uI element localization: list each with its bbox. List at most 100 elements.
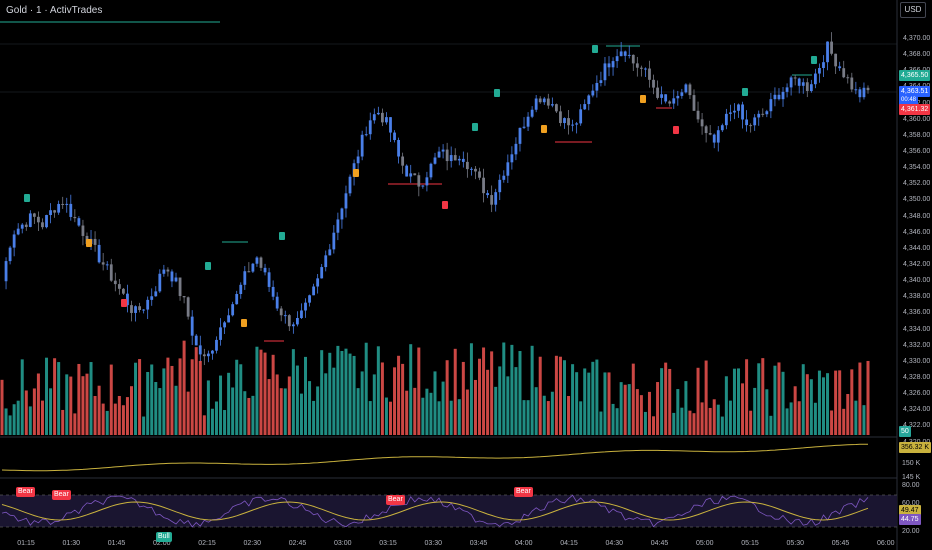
- volume-bar: [4, 408, 8, 435]
- candle-body: [77, 218, 81, 226]
- time-tick-label: 02:15: [198, 540, 216, 547]
- candle-body: [781, 91, 785, 100]
- volume-bar: [567, 395, 571, 435]
- price-tick-label: 4,324.00: [903, 406, 931, 414]
- volume-bar: [732, 368, 736, 435]
- volume-bar: [486, 369, 490, 435]
- candle-body: [255, 257, 259, 264]
- rsi-tick-80: 80.00: [902, 482, 920, 489]
- rsi-bear-label: Bear: [16, 487, 35, 497]
- candle-body: [4, 261, 8, 282]
- candle-body: [389, 117, 392, 133]
- signal-marker: [121, 299, 127, 307]
- time-tick-label: 05:15: [741, 540, 759, 547]
- candle-body: [482, 177, 485, 194]
- volume-bar: [352, 355, 356, 435]
- candle-body: [348, 176, 352, 194]
- volume-bar: [36, 373, 40, 435]
- volume-bar: [344, 348, 348, 435]
- volume-bar: [109, 364, 113, 435]
- volume-bar: [243, 391, 247, 435]
- candle-body: [559, 111, 562, 124]
- volume-bar: [190, 359, 194, 435]
- price-tick-label: 4,348.00: [903, 212, 931, 220]
- volume-bar: [85, 373, 89, 435]
- candle-body: [583, 104, 587, 110]
- volume-bar: [206, 380, 210, 435]
- volume-bar: [688, 410, 692, 435]
- volume-bar: [465, 389, 469, 435]
- candle-body: [271, 286, 275, 297]
- volume-bar: [45, 357, 49, 435]
- volume-bar: [316, 386, 320, 435]
- volume-bar: [801, 364, 805, 435]
- candle-body: [793, 77, 797, 79]
- signal-marker: [472, 123, 478, 131]
- rsi-bear-label: Bear: [514, 487, 533, 497]
- candle-body: [700, 119, 704, 127]
- candle-body: [603, 63, 607, 81]
- volume-bar: [380, 362, 384, 435]
- candle-body: [619, 51, 623, 57]
- volume-bar: [554, 355, 558, 435]
- signal-marker: [673, 126, 679, 134]
- candle-body: [453, 155, 457, 161]
- volume-bar: [453, 348, 457, 435]
- volume-ma-tick-2: 145 K: [902, 474, 921, 481]
- candle-body: [117, 284, 121, 289]
- volume-bar: [603, 372, 607, 435]
- volume-bar: [542, 395, 546, 435]
- candle-body: [332, 232, 336, 250]
- volume-bar: [558, 356, 562, 435]
- time-tick-label: 01:15: [17, 540, 35, 547]
- volume-bar: [522, 400, 526, 435]
- candle-body: [733, 110, 736, 113]
- countdown-label: 00:48: [899, 95, 919, 106]
- volume-bar: [502, 342, 506, 435]
- volume-bar: [340, 350, 344, 435]
- candle-body: [644, 68, 647, 70]
- volume-bar: [376, 346, 380, 435]
- volume-bar: [656, 382, 660, 435]
- time-tick-label: 05:45: [831, 540, 850, 547]
- candle-body: [308, 295, 311, 303]
- volume-bar: [623, 384, 627, 435]
- volume-bar: [498, 366, 502, 435]
- currency-button[interactable]: USD: [900, 2, 926, 18]
- candle-body: [41, 222, 44, 228]
- candle-body: [518, 127, 522, 144]
- candle-body: [150, 296, 154, 300]
- time-tick-label: 03:45: [469, 540, 488, 547]
- volume-bar: [219, 375, 223, 435]
- candle-body: [652, 79, 655, 88]
- volume-bar: [660, 368, 664, 435]
- volume-bar: [591, 361, 595, 435]
- candle-body: [93, 238, 97, 245]
- volume-bar: [287, 376, 291, 435]
- price-tick-label: 4,344.00: [903, 244, 931, 252]
- candle-body: [474, 168, 477, 172]
- candle-body: [457, 158, 461, 161]
- volume-bar: [295, 365, 299, 435]
- price-tick-label: 4,350.00: [903, 196, 931, 204]
- volume-bar: [158, 388, 162, 435]
- price-tick-label: 4,346.00: [903, 228, 931, 236]
- price-tick-label: 4,334.00: [903, 325, 931, 333]
- candle-body: [546, 98, 550, 106]
- candle-body: [279, 308, 283, 316]
- candle-body: [575, 123, 579, 125]
- volume-bar: [320, 350, 324, 435]
- volume-bar: [174, 385, 178, 435]
- volume-bar: [57, 362, 61, 435]
- candle-body: [190, 316, 194, 336]
- volume-bar: [461, 361, 465, 435]
- volume-bar: [647, 391, 651, 435]
- volume-bar: [737, 368, 741, 435]
- candle-body: [393, 132, 396, 141]
- candle-body: [579, 109, 583, 124]
- symbol-title[interactable]: Gold · 1 · ActivTrades: [6, 5, 103, 16]
- volume-bar: [16, 400, 20, 435]
- candle-body: [101, 262, 105, 265]
- signal-marker: [811, 56, 817, 64]
